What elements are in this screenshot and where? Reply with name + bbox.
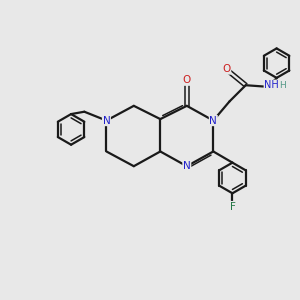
Text: O: O <box>183 75 191 85</box>
Text: N: N <box>103 116 110 126</box>
Text: H: H <box>279 81 286 90</box>
Text: O: O <box>222 64 231 74</box>
Text: N: N <box>183 161 191 171</box>
Text: N: N <box>209 116 217 126</box>
Text: NH: NH <box>264 80 279 90</box>
Text: F: F <box>230 202 236 212</box>
